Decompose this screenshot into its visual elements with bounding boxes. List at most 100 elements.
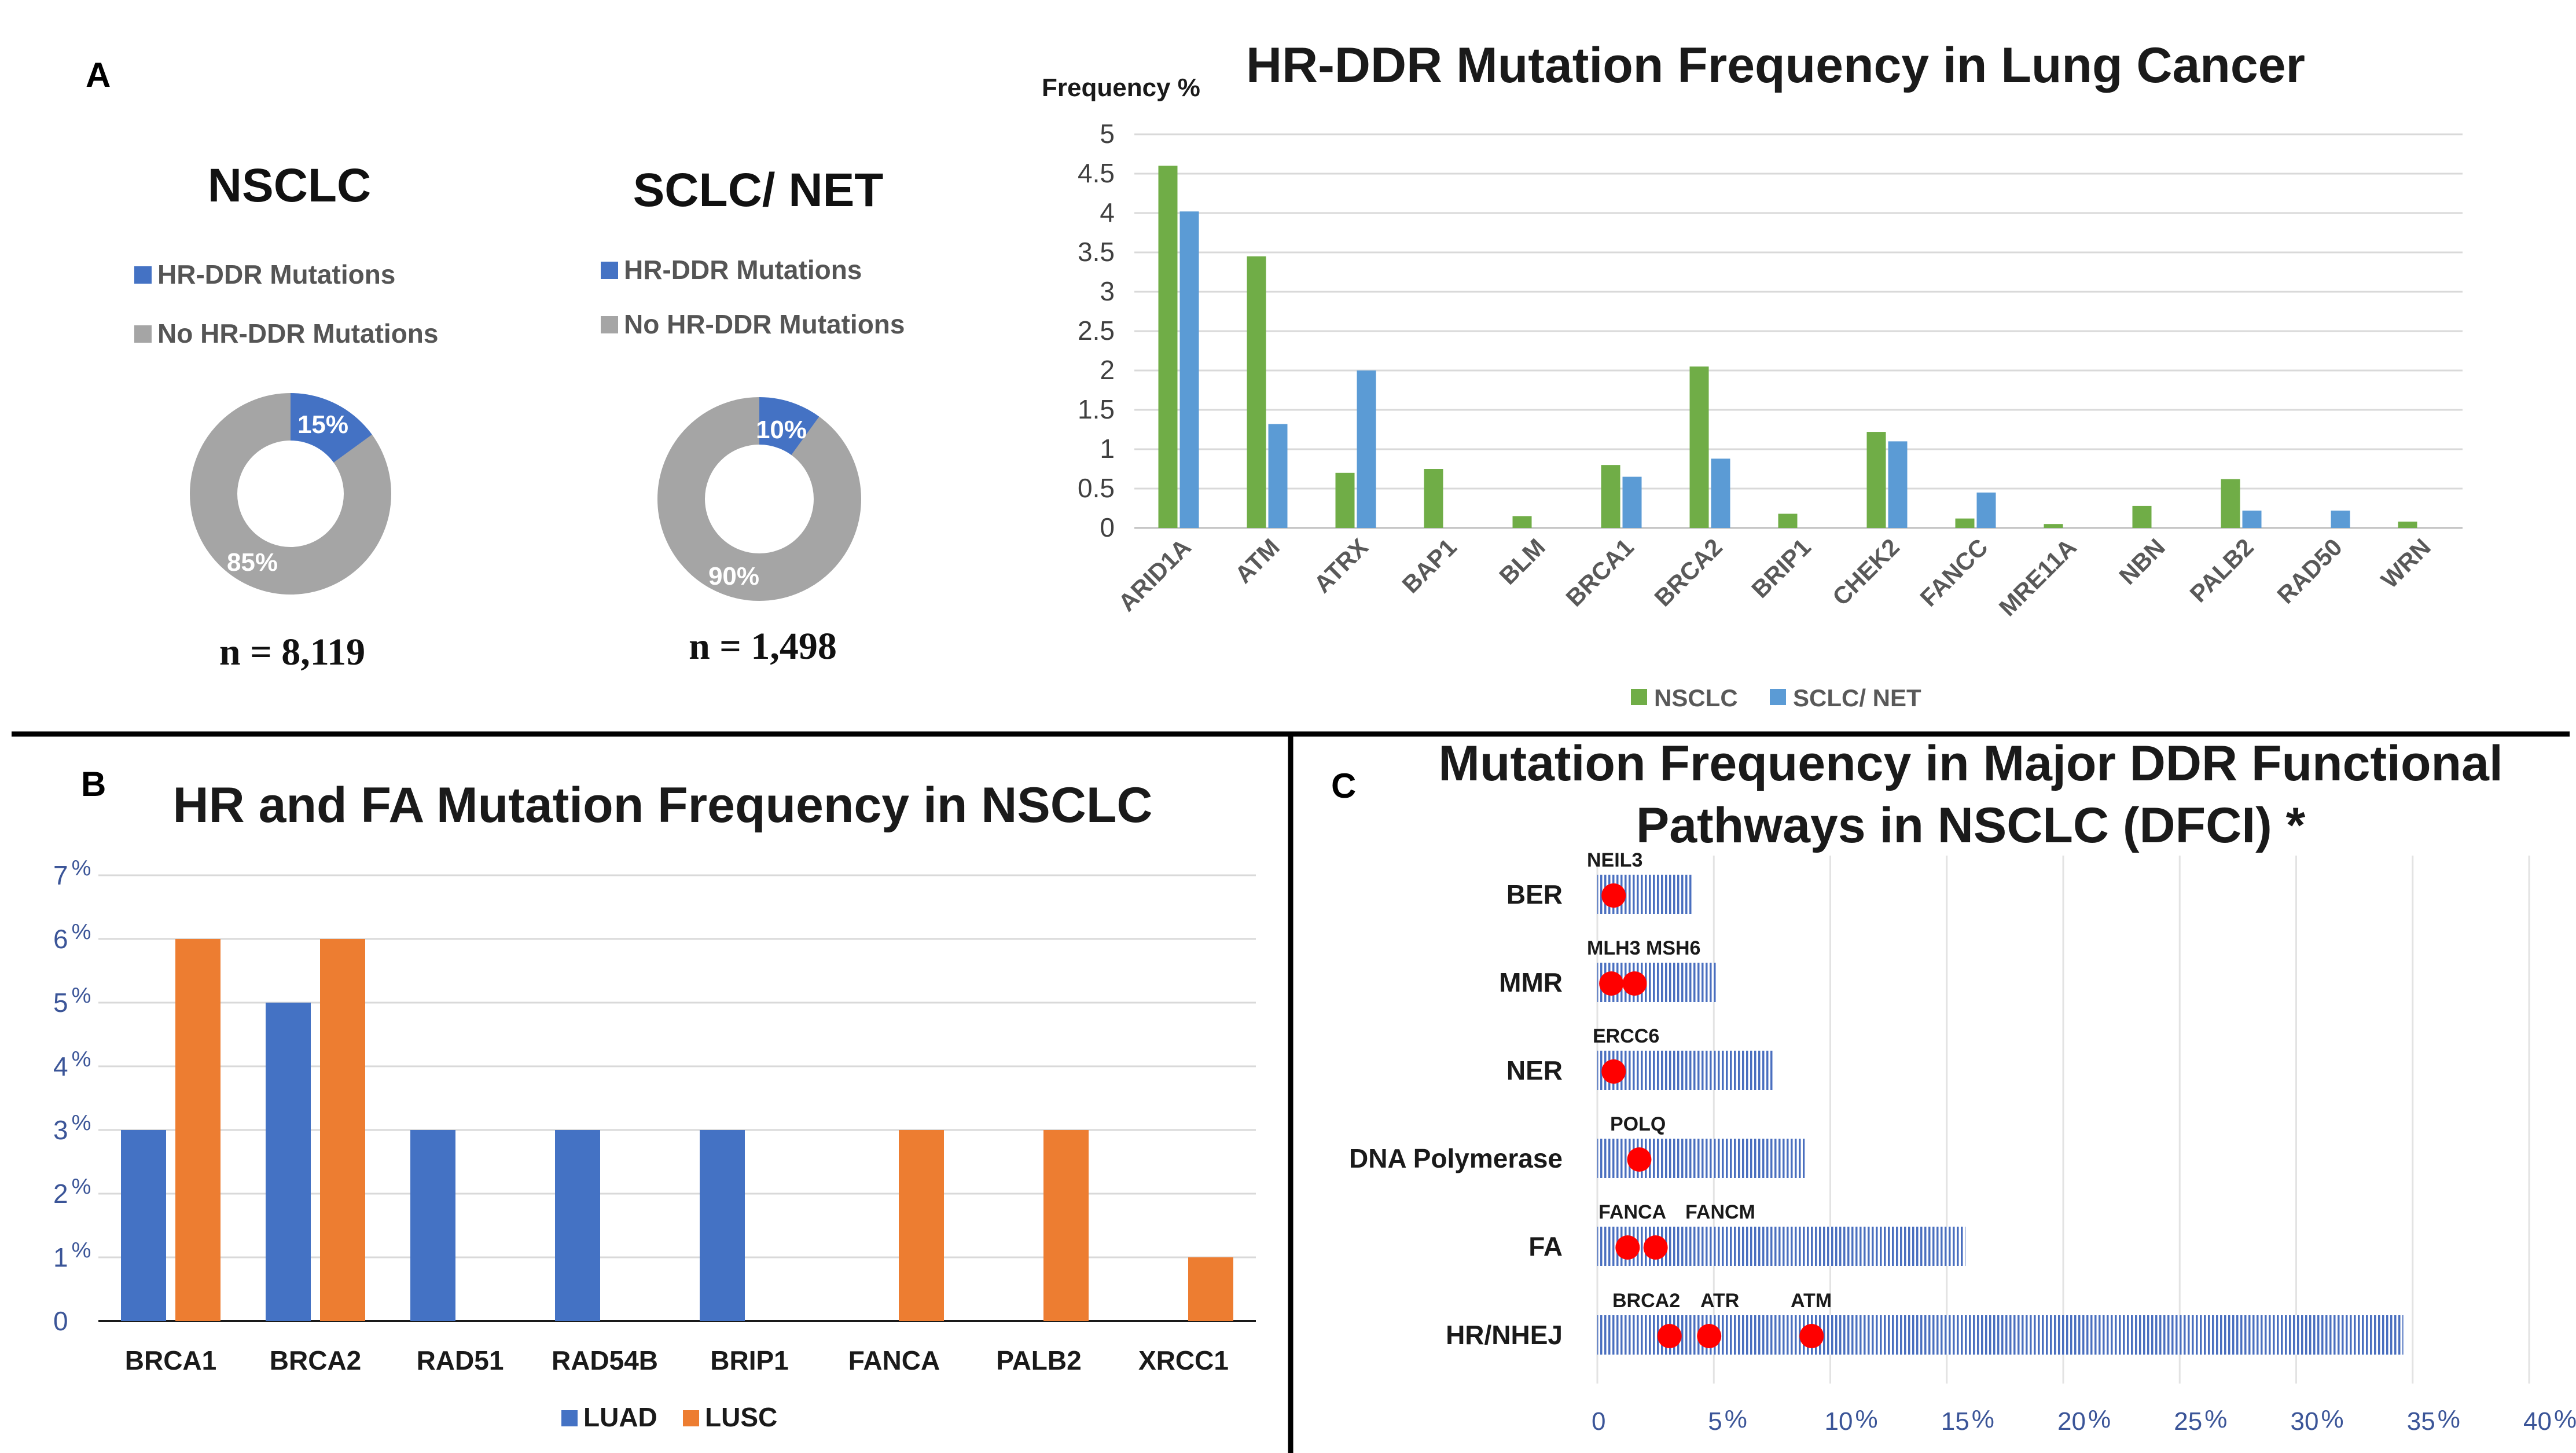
gene-marker-dot [1627,1147,1652,1172]
legend-swatch-no-hr [601,316,618,333]
legend-label-hr: HR-DDR Mutations [624,255,862,285]
bar-lusc-xrcc1 [1188,1257,1233,1321]
bar-sclcnet-brca2 [1711,458,1730,528]
x-tick-label: RAD51 [417,1345,504,1375]
y-tick-label: BER [1506,879,1563,909]
chart-hr-ddr-frequency: HR-DDR Mutation Frequency in Lung Cancer… [1042,38,2463,711]
bar-luad-rad54b [555,1130,600,1321]
bar-lusc-fanca [899,1130,944,1321]
donut-chart-nsclc: NSCLC HR-DDR Mutations No HR-DDR Mutatio… [134,159,439,673]
y-tick-label: 1 [1100,434,1115,464]
y-tick-label: 2 [1100,355,1115,385]
x-tick-label: 35% [2407,1405,2460,1436]
donut-title: NSCLC [208,159,371,212]
x-tick-label: BRCA1 [125,1345,216,1375]
sample-size-label: n = 1,498 [689,625,837,667]
x-tick-label: FANCC [1914,533,1993,612]
gene-label: POLQ [1610,1113,1666,1135]
bar-luad-brca2 [266,1003,311,1321]
y-tick-label: 5% [53,984,91,1018]
bar-nsclc-atrx [1335,472,1355,528]
y-tick-label: 6% [53,920,91,954]
legend-swatch-luad [561,1410,578,1426]
gene-label: NEIL3 [1587,849,1642,871]
gene-marker-dot [1622,971,1647,996]
y-tick-label: 4% [53,1047,91,1081]
x-tick-label: 25% [2174,1405,2227,1436]
bar-nsclc-brca2 [1689,366,1709,528]
chart-title: HR-DDR Mutation Frequency in Lung Cancer [1246,38,2305,93]
x-tick-label: BRIP1 [1746,533,1816,603]
legend-swatch-hr [601,262,618,279]
chart-ddr-pathways: Mutation Frequency in Major DDR Function… [1349,736,2576,1436]
bar-nsclc-bap1 [1424,469,1443,528]
x-tick-label: BRCA1 [1560,533,1639,612]
bar-luad-brip1 [700,1130,745,1321]
y-tick-label: NER [1506,1055,1563,1085]
gene-marker-dot [1601,1059,1626,1084]
donut-rest-label: 85% [227,548,278,577]
bar-nsclc-chek2 [1866,432,1886,528]
bar-lusc-brca2 [320,939,365,1321]
x-tick-label: RAD54B [552,1345,658,1375]
bar-nsclc-palb2 [2221,479,2240,528]
bar-nsclc-atm [1247,256,1266,528]
bar-nsclc-nbn [2132,505,2152,528]
donut-outline-outer [655,395,863,603]
x-tick-label: WRN [2376,533,2436,593]
panel-letter-c: C [1331,766,1356,805]
y-tick-label: 2.5 [1078,315,1115,346]
y-tick-label: 1.5 [1078,394,1115,424]
x-tick-label: CHEK2 [1827,533,1905,611]
y-tick-label: 4 [1100,197,1115,228]
bar-lusc-palb2 [1043,1130,1089,1321]
x-tick-label: ATM [1230,533,1285,588]
gene-label: ATR [1700,1290,1739,1312]
chart-legend: LUAD LUSC [561,1402,777,1432]
y-tick-label: 3 [1100,276,1115,306]
x-tick-label: 15% [1941,1405,1994,1436]
x-tick-label: BLM [1494,533,1550,590]
bar-nsclc-fancc [1955,518,1975,528]
bar-sclcnet-atm [1268,424,1288,528]
gene-marker-dot [1657,1324,1682,1348]
legend-label-no-hr: No HR-DDR Mutations [157,318,439,348]
donut-outline-outer [188,391,394,597]
legend-label-nsclc: NSCLC [1654,684,1738,711]
legend-label-luad: LUAD [583,1402,657,1432]
y-tick-label: 3.5 [1078,237,1115,267]
donut-chart-sclc: SCLC/ NET HR-DDR Mutations No HR-DDR Mut… [601,164,905,667]
chart-title-line-1: Mutation Frequency in Major DDR Function… [1438,736,2502,791]
legend-label-hr: HR-DDR Mutations [157,259,395,289]
bar-sclcnet-fancc [1976,492,1996,528]
bar-sclcnet-palb2 [2242,511,2262,528]
bar-sclcnet-atrx [1357,370,1376,528]
y-tick-label: 5 [1100,119,1115,149]
x-tick-label: 5% [1708,1405,1747,1436]
y-tick-label: 2% [53,1175,91,1209]
bar-nsclc-wrn [2398,522,2417,528]
legend-swatch-lusc [683,1410,699,1426]
chart-title-line-2: Pathways in NSCLC (DFCI) * [1636,798,2306,853]
gene-marker-dot [1615,1235,1640,1260]
x-tick-label: NBN [2114,533,2170,590]
legend-label-no-hr: No HR-DDR Mutations [624,309,905,339]
y-tick-label: DNA Polymerase [1349,1143,1563,1173]
gene-label: FANCM [1685,1201,1755,1223]
donut-outline-inner [705,445,814,553]
gene-label: FANCA [1598,1201,1666,1223]
y-tick-label: 3% [53,1111,91,1145]
donut-hr-label: 15% [297,410,348,439]
donut-outline-inner [237,441,344,547]
bar-luad-rad51 [410,1130,455,1321]
bar-sclcnet-arid1a [1179,211,1199,528]
chart-title: HR and FA Mutation Frequency in NSCLC [173,777,1153,833]
legend-swatch-no-hr [134,325,152,343]
y-tick-label: FA [1528,1231,1563,1261]
legend-swatch-sclc [1770,689,1786,705]
gene-marker-dot [1601,883,1626,908]
legend-label-sclc: SCLC/ NET [1793,684,1921,711]
sample-size-label: n = 8,119 [219,631,365,673]
gene-marker-dot [1799,1324,1824,1348]
y-tick-label: MMR [1499,967,1563,997]
